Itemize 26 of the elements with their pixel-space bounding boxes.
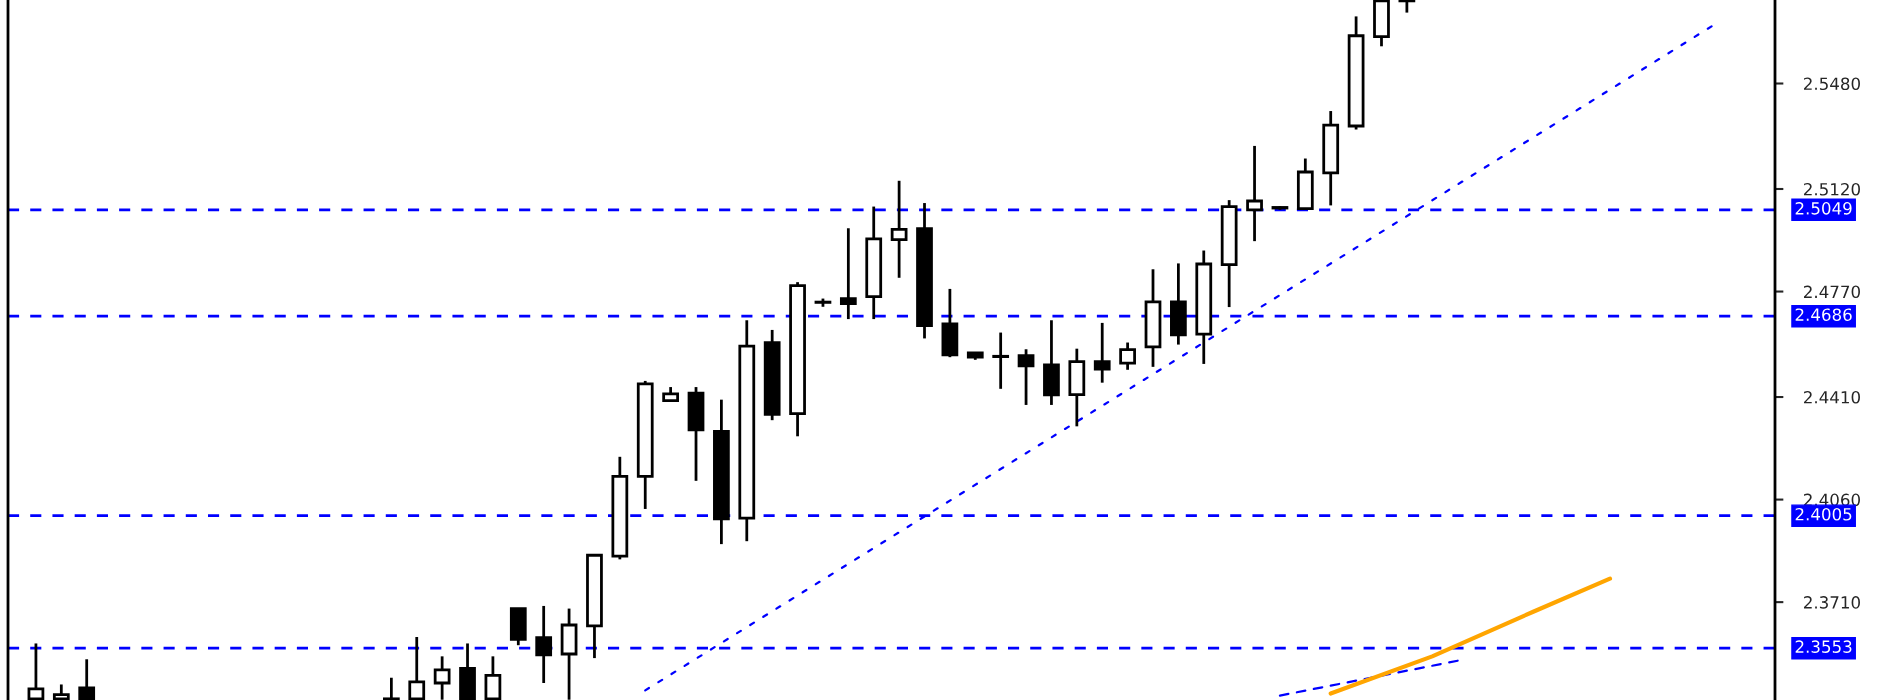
candlestick: [839, 226, 857, 321]
y-tick-label: 2.4410: [1804, 390, 1860, 404]
candlestick: [27, 642, 45, 700]
y-tick-label: 2.5120: [1804, 182, 1860, 196]
y-tick-label: 2.4770: [1804, 285, 1860, 299]
ref-line-label: 2.3553: [1795, 640, 1852, 653]
candlestick: [408, 635, 426, 700]
candlestick: [78, 657, 96, 700]
line-series: [1328, 576, 1613, 696]
candlestick: [484, 654, 502, 700]
ref-line-label: 2.4005: [1795, 507, 1852, 521]
candlestick: [1017, 347, 1035, 407]
candlestick: [433, 654, 451, 700]
candlestick: [1093, 321, 1111, 385]
candlestick: [992, 331, 1010, 391]
ref-line-label: 2.4686: [1795, 308, 1852, 321]
candlestick: [1246, 144, 1263, 243]
candlestick: [535, 604, 553, 685]
candlestick: [1398, 0, 1416, 14]
y-tick-label: 2.5480: [1804, 77, 1860, 91]
candlestick: [382, 676, 400, 700]
ref-line-label: 2.5049: [1795, 202, 1852, 215]
y-tick-label: 2.3710: [1804, 596, 1860, 609]
candlestick: [890, 179, 908, 280]
y-tick-label: 2.4060: [1804, 493, 1860, 507]
candlestick: [1119, 341, 1136, 372]
